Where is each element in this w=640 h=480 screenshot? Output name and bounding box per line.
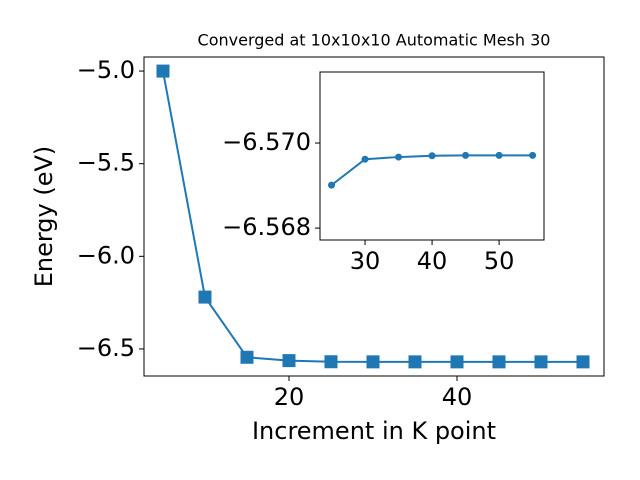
y-tick-label: −6.570 [222, 128, 311, 156]
marker [324, 355, 338, 369]
y-tick-label: −6.5 [77, 334, 135, 362]
marker [366, 355, 380, 369]
y-tick-label: −6.0 [77, 241, 135, 269]
marker [529, 151, 537, 159]
marker [576, 355, 590, 369]
marker [198, 290, 212, 304]
axes-frame [143, 56, 605, 377]
x-tick-label: 20 [274, 383, 305, 411]
marker [495, 151, 503, 159]
marker [282, 354, 296, 368]
x-axis-label: Increment in K point [252, 417, 496, 445]
axes-frame [319, 71, 545, 241]
marker [450, 355, 464, 369]
x-tick-label: 30 [350, 247, 381, 275]
marker [156, 64, 170, 78]
marker [534, 355, 548, 369]
x-tick-label: 40 [442, 383, 473, 411]
marker [361, 155, 369, 163]
marker [492, 355, 506, 369]
marker [462, 151, 470, 159]
x-tick-label: 40 [417, 247, 448, 275]
marker [408, 355, 422, 369]
y-axis-label: Energy (eV) [30, 146, 58, 288]
y-tick-label: −5.0 [77, 56, 135, 84]
marker [328, 181, 336, 189]
chart-title: Converged at 10x10x10 Automatic Mesh 30 [198, 31, 551, 50]
y-tick-label: −5.5 [77, 149, 135, 177]
y-tick-label: −6.568 [222, 213, 311, 241]
x-tick-label: 50 [484, 247, 515, 275]
marker [395, 153, 403, 161]
marker [240, 350, 254, 364]
marker [428, 152, 436, 160]
